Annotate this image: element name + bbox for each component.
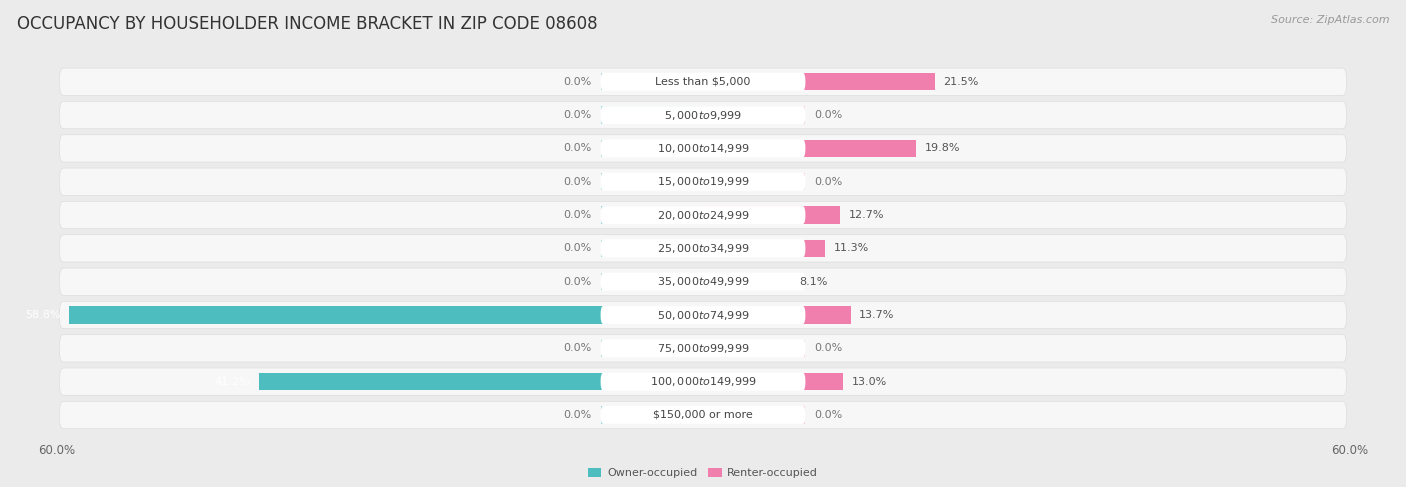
- Text: 0.0%: 0.0%: [564, 77, 592, 87]
- Bar: [703, 240, 825, 257]
- Text: 21.5%: 21.5%: [943, 77, 979, 87]
- Bar: [600, 339, 703, 357]
- FancyBboxPatch shape: [600, 106, 806, 124]
- Bar: [703, 306, 851, 324]
- FancyBboxPatch shape: [600, 173, 806, 191]
- Text: 13.0%: 13.0%: [852, 376, 887, 387]
- Text: $50,000 to $74,999: $50,000 to $74,999: [657, 308, 749, 321]
- FancyBboxPatch shape: [600, 240, 806, 257]
- Bar: [703, 107, 806, 124]
- Text: 8.1%: 8.1%: [799, 277, 827, 287]
- FancyBboxPatch shape: [59, 335, 1347, 362]
- FancyBboxPatch shape: [600, 206, 806, 224]
- Bar: [600, 240, 703, 257]
- Text: $150,000 or more: $150,000 or more: [654, 410, 752, 420]
- Bar: [703, 73, 935, 91]
- Text: 41.2%: 41.2%: [215, 376, 250, 387]
- Text: OCCUPANCY BY HOUSEHOLDER INCOME BRACKET IN ZIP CODE 08608: OCCUPANCY BY HOUSEHOLDER INCOME BRACKET …: [17, 15, 598, 33]
- FancyBboxPatch shape: [600, 339, 806, 357]
- Text: $25,000 to $34,999: $25,000 to $34,999: [657, 242, 749, 255]
- Text: 0.0%: 0.0%: [564, 143, 592, 153]
- FancyBboxPatch shape: [59, 135, 1347, 162]
- Text: 0.0%: 0.0%: [564, 210, 592, 220]
- Bar: [600, 107, 703, 124]
- Text: Less than $5,000: Less than $5,000: [655, 77, 751, 87]
- Text: $10,000 to $14,999: $10,000 to $14,999: [657, 142, 749, 155]
- Text: 0.0%: 0.0%: [564, 177, 592, 187]
- Bar: [703, 206, 839, 224]
- Text: $20,000 to $24,999: $20,000 to $24,999: [657, 208, 749, 222]
- Text: 11.3%: 11.3%: [834, 244, 869, 253]
- Text: 0.0%: 0.0%: [814, 110, 842, 120]
- Text: 0.0%: 0.0%: [814, 177, 842, 187]
- FancyBboxPatch shape: [59, 401, 1347, 429]
- Text: 0.0%: 0.0%: [564, 410, 592, 420]
- Text: 19.8%: 19.8%: [925, 143, 960, 153]
- FancyBboxPatch shape: [59, 235, 1347, 262]
- FancyBboxPatch shape: [59, 101, 1347, 129]
- Legend: Owner-occupied, Renter-occupied: Owner-occupied, Renter-occupied: [588, 468, 818, 478]
- Bar: [703, 406, 806, 424]
- FancyBboxPatch shape: [59, 268, 1347, 295]
- Bar: [703, 373, 844, 390]
- Text: 0.0%: 0.0%: [564, 343, 592, 354]
- Bar: [600, 206, 703, 224]
- FancyBboxPatch shape: [59, 68, 1347, 95]
- Bar: [703, 273, 790, 290]
- Text: 12.7%: 12.7%: [849, 210, 884, 220]
- FancyBboxPatch shape: [600, 73, 806, 91]
- Text: 13.7%: 13.7%: [859, 310, 894, 320]
- Text: $5,000 to $9,999: $5,000 to $9,999: [664, 109, 742, 122]
- Text: 0.0%: 0.0%: [814, 410, 842, 420]
- Bar: [600, 140, 703, 157]
- Bar: [600, 173, 703, 190]
- FancyBboxPatch shape: [59, 202, 1347, 229]
- FancyBboxPatch shape: [59, 368, 1347, 395]
- FancyBboxPatch shape: [600, 373, 806, 391]
- Text: $35,000 to $49,999: $35,000 to $49,999: [657, 275, 749, 288]
- FancyBboxPatch shape: [59, 301, 1347, 329]
- Text: $15,000 to $19,999: $15,000 to $19,999: [657, 175, 749, 188]
- FancyBboxPatch shape: [600, 306, 806, 324]
- Text: $100,000 to $149,999: $100,000 to $149,999: [650, 375, 756, 388]
- FancyBboxPatch shape: [600, 139, 806, 157]
- Text: Source: ZipAtlas.com: Source: ZipAtlas.com: [1271, 15, 1389, 25]
- FancyBboxPatch shape: [59, 168, 1347, 195]
- Bar: [600, 273, 703, 290]
- Text: 0.0%: 0.0%: [564, 277, 592, 287]
- Text: 0.0%: 0.0%: [564, 110, 592, 120]
- Text: 0.0%: 0.0%: [564, 244, 592, 253]
- Bar: [600, 406, 703, 424]
- Text: 58.8%: 58.8%: [25, 310, 60, 320]
- Bar: [69, 306, 703, 324]
- Text: $75,000 to $99,999: $75,000 to $99,999: [657, 342, 749, 355]
- Bar: [600, 73, 703, 91]
- Text: 0.0%: 0.0%: [814, 343, 842, 354]
- Bar: [703, 173, 806, 190]
- Bar: [259, 373, 703, 390]
- FancyBboxPatch shape: [600, 406, 806, 424]
- Bar: [703, 339, 806, 357]
- FancyBboxPatch shape: [600, 273, 806, 291]
- Bar: [703, 140, 917, 157]
